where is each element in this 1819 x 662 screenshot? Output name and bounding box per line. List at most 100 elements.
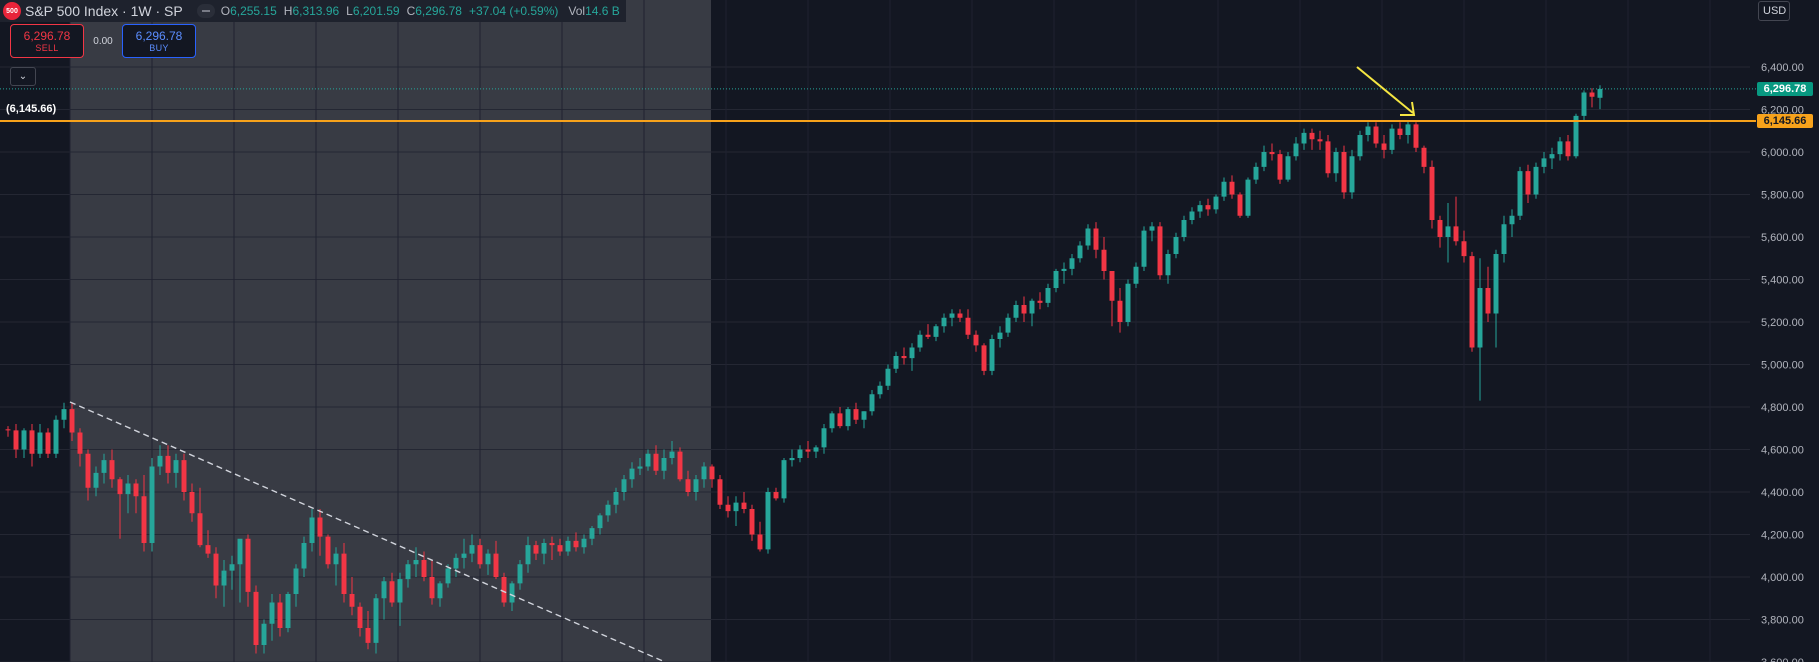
candle xyxy=(989,334,995,376)
candle-body xyxy=(1213,196,1219,210)
candle-body xyxy=(1437,220,1443,237)
candle xyxy=(1069,254,1075,276)
candle-body xyxy=(1341,152,1347,193)
candle-body xyxy=(397,579,403,603)
candle xyxy=(573,532,579,552)
candle xyxy=(1445,203,1451,263)
candle xyxy=(437,581,443,607)
candle-body xyxy=(653,453,659,471)
candle-body xyxy=(1261,152,1267,167)
candle-body xyxy=(261,623,267,645)
candle-body xyxy=(165,455,171,473)
candle-body xyxy=(93,472,99,488)
candle-body xyxy=(861,411,867,420)
candle xyxy=(13,424,19,458)
candle-body xyxy=(1357,135,1363,157)
candle-body xyxy=(573,540,579,548)
candle xyxy=(1165,249,1171,284)
sell-button[interactable]: 6,296.78 SELL xyxy=(10,24,84,58)
arrow-annotation[interactable] xyxy=(1356,66,1416,116)
candle xyxy=(853,402,859,424)
candle-body xyxy=(709,466,715,480)
candle xyxy=(509,581,515,611)
buy-price: 6,296.78 xyxy=(135,28,183,43)
candle xyxy=(397,572,403,626)
candle-body xyxy=(21,430,27,450)
candle-body xyxy=(1509,215,1515,225)
candle xyxy=(821,424,827,454)
candle xyxy=(1549,147,1555,169)
candle-body xyxy=(621,479,627,492)
y-tick-label: 5,000.00 xyxy=(1761,360,1804,372)
candle-body xyxy=(285,594,291,628)
candle-body xyxy=(1285,156,1291,180)
candle xyxy=(333,547,339,586)
y-tick-label: 5,400.00 xyxy=(1761,275,1804,287)
candle-body xyxy=(941,317,947,327)
candle-body xyxy=(957,313,963,318)
trend-line[interactable] xyxy=(69,401,666,662)
candle-body xyxy=(1493,254,1499,314)
candle xyxy=(117,477,123,539)
sell-price: 6,296.78 xyxy=(23,28,71,43)
candle xyxy=(157,445,163,475)
candle-body xyxy=(965,317,971,335)
candle xyxy=(1461,230,1467,263)
candle-body xyxy=(789,458,795,461)
candle-body xyxy=(557,545,563,552)
candle-body xyxy=(157,455,163,467)
candle xyxy=(1437,215,1443,248)
candle-body xyxy=(1541,158,1547,167)
candle-body xyxy=(221,570,227,586)
candle xyxy=(1397,122,1403,140)
candle-body xyxy=(949,313,955,318)
candle-body xyxy=(349,594,355,607)
candle-body xyxy=(1077,245,1083,259)
candle-body xyxy=(141,496,147,543)
candle xyxy=(293,564,299,607)
candle-body xyxy=(85,453,91,488)
candle-body xyxy=(1317,139,1323,142)
candle-body xyxy=(757,534,763,550)
candle-body xyxy=(877,385,883,395)
candle-body xyxy=(1597,88,1603,98)
candle xyxy=(349,577,355,616)
currency-selector[interactable]: USD xyxy=(1758,1,1790,21)
candle-body xyxy=(461,553,467,558)
candle xyxy=(373,594,379,654)
candle xyxy=(253,585,259,654)
candle-body xyxy=(501,577,507,603)
hide-indicator-icon[interactable] xyxy=(196,4,215,18)
candle xyxy=(933,324,939,342)
candle-body xyxy=(645,453,651,467)
collapse-chevron-icon[interactable]: ⌄ xyxy=(10,67,36,86)
open-label: O xyxy=(220,4,231,18)
candle xyxy=(845,407,851,431)
symbol-title[interactable]: S&P 500 Index · 1W · SP xyxy=(25,3,183,19)
y-tick-label: 3,800.00 xyxy=(1761,615,1804,627)
candle xyxy=(621,475,627,501)
candle-body xyxy=(437,583,443,599)
candle xyxy=(1213,194,1219,214)
close-value: 6,296.78 xyxy=(415,4,462,18)
candle xyxy=(525,536,531,573)
candle-body xyxy=(717,479,723,505)
candle xyxy=(1509,209,1515,237)
candle xyxy=(885,364,891,390)
candle-body xyxy=(845,409,851,427)
candle-body xyxy=(1277,154,1283,180)
candle-body xyxy=(37,432,43,454)
candle xyxy=(149,458,155,552)
candle xyxy=(133,479,139,514)
buy-button[interactable]: 6,296.78 BUY xyxy=(122,24,196,58)
candle xyxy=(1381,135,1387,159)
candle-body xyxy=(973,334,979,346)
candle-body xyxy=(269,602,275,624)
candle xyxy=(277,594,283,637)
candle xyxy=(893,351,899,373)
high-label: H xyxy=(283,4,293,18)
candle-body xyxy=(325,536,331,565)
candle xyxy=(965,309,971,339)
candle-body xyxy=(805,449,811,452)
